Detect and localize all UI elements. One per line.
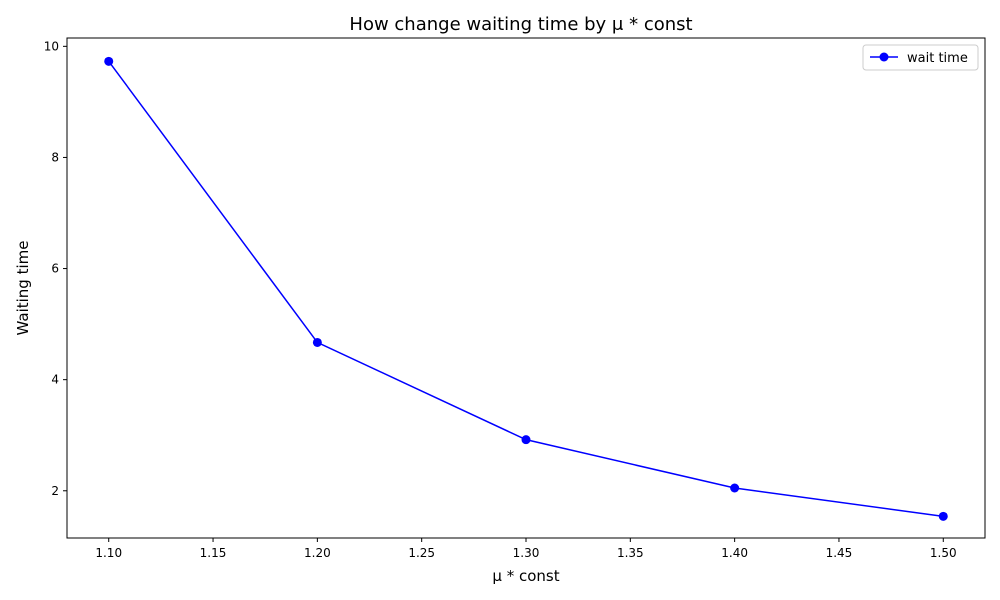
x-tick-label: 1.45 — [826, 546, 853, 560]
x-tick-label: 1.50 — [930, 546, 957, 560]
x-tick-label: 1.25 — [408, 546, 435, 560]
data-point — [730, 483, 740, 493]
legend-point-marker — [879, 52, 889, 62]
legend-label: wait time — [907, 51, 968, 66]
x-tick-label: 1.10 — [95, 546, 122, 560]
y-axis-label: Waiting time — [14, 241, 32, 336]
x-tick-label: 1.20 — [304, 546, 331, 560]
x-tick-label: 1.15 — [200, 546, 227, 560]
y-axis: 2 4 6 8 10 — [44, 39, 67, 498]
data-point — [938, 511, 948, 521]
data-point — [521, 435, 531, 445]
x-axis-label: μ * const — [492, 567, 559, 585]
data-point — [104, 56, 114, 66]
y-tick-label: 8 — [51, 150, 59, 164]
x-tick-label: 1.30 — [513, 546, 540, 560]
x-tick-label: 1.35 — [617, 546, 644, 560]
y-tick-label: 4 — [51, 373, 59, 387]
y-tick-label: 10 — [44, 39, 59, 53]
y-tick-label: 6 — [51, 262, 59, 276]
data-point — [312, 337, 322, 347]
plot-area — [104, 56, 948, 521]
plot-frame — [66, 37, 986, 539]
legend-box — [862, 44, 979, 71]
series-line-wait-time — [108, 60, 944, 518]
chart-title: How change waiting time by μ * const — [349, 14, 692, 35]
x-axis: 1.10 1.15 1.20 1.25 1.30 1.35 1.40 1.45 1.50 — [95, 538, 957, 560]
y-tick-label: 2 — [51, 484, 59, 498]
legend: wait time — [862, 44, 979, 71]
x-tick-label: 1.40 — [721, 546, 748, 560]
